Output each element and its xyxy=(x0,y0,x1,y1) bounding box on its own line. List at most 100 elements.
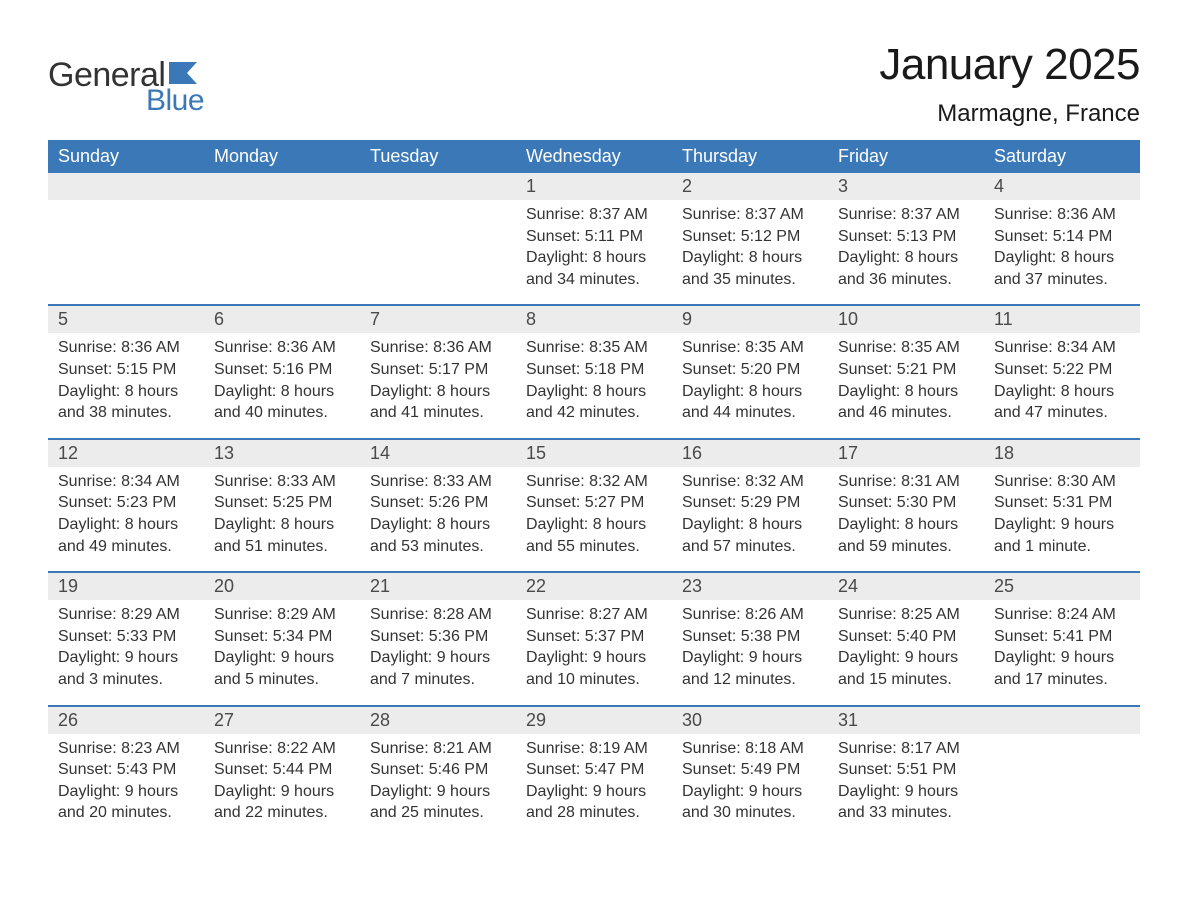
day-number: 11 xyxy=(984,306,1140,333)
calendar-day: 16Sunrise: 8:32 AMSunset: 5:29 PMDayligh… xyxy=(672,440,828,571)
day-d1: Daylight: 9 hours xyxy=(994,647,1130,669)
day-sunset: Sunset: 5:14 PM xyxy=(994,226,1130,248)
day-d2: and 57 minutes. xyxy=(682,536,818,558)
calendar-day: 15Sunrise: 8:32 AMSunset: 5:27 PMDayligh… xyxy=(516,440,672,571)
day-sunset: Sunset: 5:38 PM xyxy=(682,626,818,648)
day-number: 31 xyxy=(828,707,984,734)
day-sunrise: Sunrise: 8:33 AM xyxy=(370,471,506,493)
day-sunset: Sunset: 5:36 PM xyxy=(370,626,506,648)
day-sunset: Sunset: 5:51 PM xyxy=(838,759,974,781)
day-sunset: Sunset: 5:11 PM xyxy=(526,226,662,248)
day-details: Sunrise: 8:37 AMSunset: 5:11 PMDaylight:… xyxy=(516,200,672,290)
day-number: 15 xyxy=(516,440,672,467)
day-d2: and 44 minutes. xyxy=(682,402,818,424)
day-sunset: Sunset: 5:37 PM xyxy=(526,626,662,648)
calendar-week: 1Sunrise: 8:37 AMSunset: 5:11 PMDaylight… xyxy=(48,173,1140,304)
day-details: Sunrise: 8:17 AMSunset: 5:51 PMDaylight:… xyxy=(828,734,984,824)
day-sunrise: Sunrise: 8:28 AM xyxy=(370,604,506,626)
day-details: Sunrise: 8:34 AMSunset: 5:23 PMDaylight:… xyxy=(48,467,204,557)
calendar-day xyxy=(360,173,516,304)
day-sunset: Sunset: 5:49 PM xyxy=(682,759,818,781)
dayheader-sunday: Sunday xyxy=(48,140,204,173)
day-sunrise: Sunrise: 8:35 AM xyxy=(838,337,974,359)
day-d1: Daylight: 9 hours xyxy=(526,781,662,803)
day-sunrise: Sunrise: 8:25 AM xyxy=(838,604,974,626)
day-d2: and 49 minutes. xyxy=(58,536,194,558)
day-number: 24 xyxy=(828,573,984,600)
day-d1: Daylight: 8 hours xyxy=(214,514,350,536)
calendar-day xyxy=(984,707,1140,838)
day-sunrise: Sunrise: 8:33 AM xyxy=(214,471,350,493)
day-details: Sunrise: 8:25 AMSunset: 5:40 PMDaylight:… xyxy=(828,600,984,690)
day-details: Sunrise: 8:24 AMSunset: 5:41 PMDaylight:… xyxy=(984,600,1140,690)
day-d2: and 25 minutes. xyxy=(370,802,506,824)
day-sunrise: Sunrise: 8:36 AM xyxy=(370,337,506,359)
calendar-day: 11Sunrise: 8:34 AMSunset: 5:22 PMDayligh… xyxy=(984,306,1140,437)
calendar-day: 9Sunrise: 8:35 AMSunset: 5:20 PMDaylight… xyxy=(672,306,828,437)
calendar-day: 7Sunrise: 8:36 AMSunset: 5:17 PMDaylight… xyxy=(360,306,516,437)
dayheader-saturday: Saturday xyxy=(984,140,1140,173)
day-details: Sunrise: 8:35 AMSunset: 5:21 PMDaylight:… xyxy=(828,333,984,423)
day-details: Sunrise: 8:37 AMSunset: 5:13 PMDaylight:… xyxy=(828,200,984,290)
page-header: General Blue January 2025 Marmagne, Fran… xyxy=(48,40,1140,128)
day-sunrise: Sunrise: 8:23 AM xyxy=(58,738,194,760)
calendar-day: 2Sunrise: 8:37 AMSunset: 5:12 PMDaylight… xyxy=(672,173,828,304)
day-sunrise: Sunrise: 8:26 AM xyxy=(682,604,818,626)
day-d2: and 42 minutes. xyxy=(526,402,662,424)
day-details: Sunrise: 8:22 AMSunset: 5:44 PMDaylight:… xyxy=(204,734,360,824)
day-sunrise: Sunrise: 8:32 AM xyxy=(682,471,818,493)
day-sunrise: Sunrise: 8:29 AM xyxy=(58,604,194,626)
day-sunset: Sunset: 5:26 PM xyxy=(370,492,506,514)
day-sunrise: Sunrise: 8:37 AM xyxy=(682,204,818,226)
day-number: 3 xyxy=(828,173,984,200)
day-sunrise: Sunrise: 8:21 AM xyxy=(370,738,506,760)
day-number: 27 xyxy=(204,707,360,734)
day-sunrise: Sunrise: 8:37 AM xyxy=(526,204,662,226)
dayheader-wednesday: Wednesday xyxy=(516,140,672,173)
day-sunrise: Sunrise: 8:32 AM xyxy=(526,471,662,493)
day-d1: Daylight: 8 hours xyxy=(58,514,194,536)
calendar-day: 23Sunrise: 8:26 AMSunset: 5:38 PMDayligh… xyxy=(672,573,828,704)
calendar-day: 17Sunrise: 8:31 AMSunset: 5:30 PMDayligh… xyxy=(828,440,984,571)
day-d2: and 22 minutes. xyxy=(214,802,350,824)
location-text: Marmagne, France xyxy=(879,100,1140,128)
day-d1: Daylight: 9 hours xyxy=(214,647,350,669)
day-d1: Daylight: 8 hours xyxy=(994,381,1130,403)
day-number: 1 xyxy=(516,173,672,200)
day-sunrise: Sunrise: 8:36 AM xyxy=(994,204,1130,226)
day-number xyxy=(360,173,516,200)
day-details: Sunrise: 8:27 AMSunset: 5:37 PMDaylight:… xyxy=(516,600,672,690)
brand-logo: General Blue xyxy=(48,40,207,116)
day-sunset: Sunset: 5:16 PM xyxy=(214,359,350,381)
day-d2: and 10 minutes. xyxy=(526,669,662,691)
day-details: Sunrise: 8:29 AMSunset: 5:33 PMDaylight:… xyxy=(48,600,204,690)
day-d1: Daylight: 9 hours xyxy=(370,647,506,669)
day-d1: Daylight: 9 hours xyxy=(214,781,350,803)
day-details: Sunrise: 8:35 AMSunset: 5:20 PMDaylight:… xyxy=(672,333,828,423)
day-d1: Daylight: 8 hours xyxy=(526,381,662,403)
day-number: 25 xyxy=(984,573,1140,600)
calendar-day: 10Sunrise: 8:35 AMSunset: 5:21 PMDayligh… xyxy=(828,306,984,437)
calendar-day: 4Sunrise: 8:36 AMSunset: 5:14 PMDaylight… xyxy=(984,173,1140,304)
dayheader-tuesday: Tuesday xyxy=(360,140,516,173)
day-details: Sunrise: 8:21 AMSunset: 5:46 PMDaylight:… xyxy=(360,734,516,824)
day-sunrise: Sunrise: 8:30 AM xyxy=(994,471,1130,493)
day-details: Sunrise: 8:35 AMSunset: 5:18 PMDaylight:… xyxy=(516,333,672,423)
day-details: Sunrise: 8:19 AMSunset: 5:47 PMDaylight:… xyxy=(516,734,672,824)
day-d1: Daylight: 8 hours xyxy=(682,247,818,269)
day-sunset: Sunset: 5:46 PM xyxy=(370,759,506,781)
day-sunset: Sunset: 5:47 PM xyxy=(526,759,662,781)
day-sunset: Sunset: 5:15 PM xyxy=(58,359,194,381)
day-details: Sunrise: 8:36 AMSunset: 5:16 PMDaylight:… xyxy=(204,333,360,423)
day-number: 5 xyxy=(48,306,204,333)
calendar-day xyxy=(204,173,360,304)
calendar-day: 25Sunrise: 8:24 AMSunset: 5:41 PMDayligh… xyxy=(984,573,1140,704)
day-sunrise: Sunrise: 8:27 AM xyxy=(526,604,662,626)
day-d2: and 15 minutes. xyxy=(838,669,974,691)
page-title: January 2025 xyxy=(879,40,1140,90)
calendar-day: 26Sunrise: 8:23 AMSunset: 5:43 PMDayligh… xyxy=(48,707,204,838)
calendar-day: 28Sunrise: 8:21 AMSunset: 5:46 PMDayligh… xyxy=(360,707,516,838)
day-d1: Daylight: 9 hours xyxy=(994,514,1130,536)
day-sunrise: Sunrise: 8:17 AM xyxy=(838,738,974,760)
day-number: 29 xyxy=(516,707,672,734)
